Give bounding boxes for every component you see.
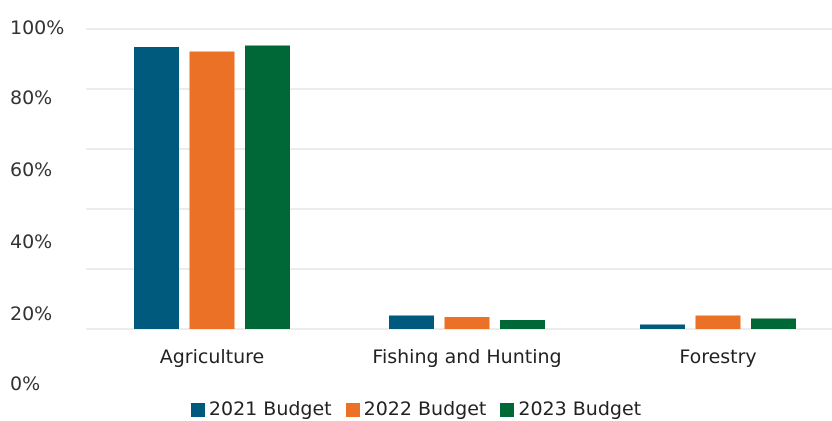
bar [389,315,434,329]
x-category-label: Forestry [679,346,757,368]
legend-label: 2023 Budget [518,398,642,420]
bar [189,51,235,329]
y-tick-label: 100% [10,17,65,39]
bar [640,324,685,329]
y-tick-label: 40% [10,231,53,253]
y-tick-label: 60% [10,159,53,181]
legend-label: 2021 Budget [208,398,332,420]
x-category-label: Agriculture [159,346,265,368]
legend-swatch [345,402,360,417]
legend: 2021 Budget 2022 Budget 2023 Budget [0,400,832,419]
y-tick-label: 0% [10,373,41,395]
legend-item: 2022 Budget [345,398,487,420]
bar [695,315,741,329]
legend-item: 2021 Budget [190,398,332,420]
bar [500,320,545,329]
legend-swatch [190,402,205,417]
bars [134,45,796,329]
bar [444,317,490,329]
x-category-label: Fishing and Hunting [372,346,562,368]
y-tick-label: 80% [10,87,53,109]
y-tick-label: 20% [10,303,53,325]
legend-item: 2023 Budget [500,400,641,419]
bar [751,318,796,329]
bar [134,47,179,329]
legend-label: 2022 Budget [363,398,487,420]
bar [245,45,290,329]
legend-swatch [500,402,515,417]
